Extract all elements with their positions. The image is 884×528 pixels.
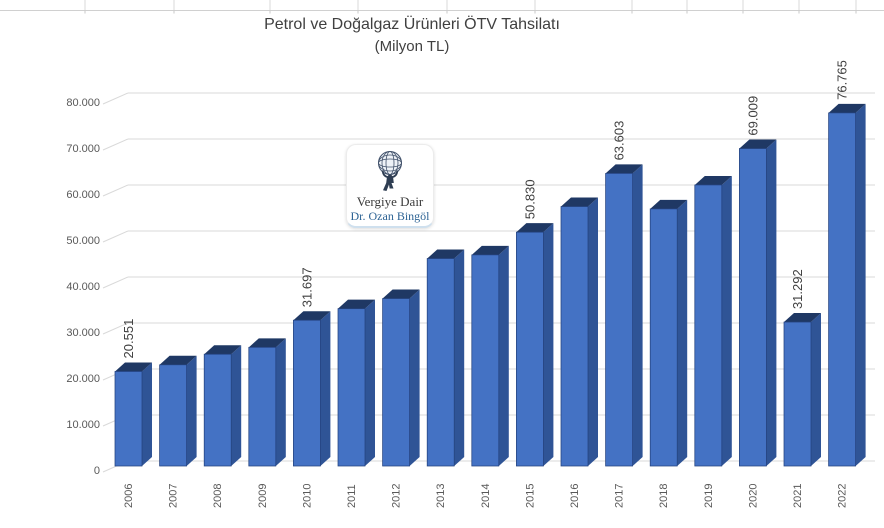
data-label-2020: 69.009	[745, 96, 760, 136]
bar-2007-side	[186, 355, 197, 466]
bar-2020	[739, 148, 767, 467]
bar-2022-side	[855, 103, 866, 467]
bar-2013-top	[427, 249, 465, 259]
x-tick-2019: 2019	[703, 484, 715, 508]
x-tick-2017: 2017	[614, 484, 626, 508]
bar-2008-top	[204, 345, 242, 355]
x-tick-2018: 2018	[658, 484, 670, 508]
bar-2020-top	[739, 139, 777, 149]
logo-watermark: Vergiye Dair Dr. Ozan Bingöl	[346, 144, 434, 228]
logo-line2: Dr. Ozan Bingöl	[350, 209, 430, 223]
y-tick-0: 0	[94, 465, 100, 477]
bar-2015	[516, 231, 544, 467]
bar-2021-side	[811, 313, 821, 466]
bar-2006-side	[142, 362, 152, 466]
x-tick-2013: 2013	[435, 484, 447, 508]
bar-2009	[248, 346, 277, 467]
bar-2006	[114, 371, 143, 467]
bar-2016-top	[561, 197, 598, 207]
x-tick-2009: 2009	[257, 484, 269, 508]
y-tick-30.000: 30.000	[66, 327, 100, 339]
logo-line1: Vergiye Dair	[356, 194, 424, 209]
y-tick-50.000: 50.000	[66, 235, 100, 247]
bar-2022	[828, 112, 856, 467]
axis-connector-60.000	[102, 184, 129, 197]
x-tick-2016: 2016	[569, 484, 581, 508]
x-tick-2022: 2022	[837, 484, 849, 508]
y-tick-10.000: 10.000	[66, 419, 100, 431]
y-tick-80.000: 80.000	[66, 97, 100, 109]
bar-2014-top	[471, 245, 509, 255]
bar-2019-top	[694, 175, 732, 185]
y-tick-40.000: 40.000	[66, 281, 100, 293]
x-tick-2021: 2021	[792, 484, 804, 508]
y-tick-20.000: 20.000	[66, 373, 100, 385]
bar-2018-side	[677, 199, 688, 467]
x-tick-2010: 2010	[301, 484, 313, 508]
axis-connector-50.000	[102, 230, 129, 243]
bar-2011-side	[365, 299, 375, 466]
bar-2018-top	[650, 199, 688, 209]
bar-2016	[560, 206, 589, 467]
bar-2013-side	[454, 249, 465, 466]
bar-2015-top	[516, 223, 554, 233]
data-label-2021: 31.292	[790, 269, 805, 309]
bar-2010-top	[293, 311, 331, 321]
bar-2014	[471, 254, 500, 467]
bar-2022-top	[828, 103, 866, 113]
x-tick-2015: 2015	[524, 484, 536, 508]
bar-2007-top	[159, 355, 197, 365]
bar-2013	[426, 258, 455, 467]
data-label-2006: 20.551	[121, 319, 136, 359]
bar-2018	[649, 208, 678, 467]
bar-2020-side	[766, 139, 777, 466]
axis-connector-70.000	[102, 138, 129, 151]
atlas-globe-icon	[378, 151, 402, 191]
bar-2019	[694, 184, 723, 467]
x-tick-2007: 2007	[168, 484, 180, 508]
bar-2017-side	[632, 164, 643, 466]
bar-2017-top	[605, 164, 643, 174]
bar-2006-top	[115, 362, 152, 372]
bar-2021-top	[784, 313, 821, 323]
bar-2011	[337, 308, 366, 467]
bar-2012-top	[382, 289, 420, 299]
bar-2012	[382, 298, 410, 467]
data-label-2017: 63.603	[612, 121, 627, 161]
x-tick-2006: 2006	[123, 484, 135, 508]
data-label-2022: 76.765	[835, 60, 850, 100]
bar-2010-side	[320, 311, 331, 466]
bar-2011-top	[338, 299, 375, 309]
axis-connector-40.000	[102, 276, 129, 289]
x-tick-2020: 2020	[747, 484, 759, 508]
bar-2012-side	[409, 289, 420, 466]
bar-2014-side	[498, 245, 509, 466]
bar-2019-side	[721, 175, 732, 466]
x-tick-2014: 2014	[480, 484, 492, 508]
bar-2015-side	[543, 223, 554, 466]
bar-2008-side	[231, 345, 242, 466]
bar-2007	[159, 364, 187, 467]
x-tick-2011: 2011	[346, 484, 358, 508]
y-tick-60.000: 60.000	[66, 189, 100, 201]
bar-2016-side	[588, 197, 598, 466]
axis-connector-80.000	[102, 92, 129, 105]
x-tick-2008: 2008	[212, 484, 224, 508]
bar-2021	[783, 321, 812, 467]
bar-2009-side	[275, 338, 286, 466]
data-label-2015: 50.830	[522, 179, 537, 219]
bar-2008	[203, 353, 232, 467]
x-tick-2012: 2012	[391, 484, 403, 508]
bar-2017	[605, 173, 633, 467]
y-tick-70.000: 70.000	[66, 143, 100, 155]
bar-2010	[293, 319, 321, 467]
axis-connector-30.000	[102, 322, 129, 335]
bar-2009-top	[248, 338, 286, 348]
data-label-2010: 31.697	[299, 267, 314, 307]
